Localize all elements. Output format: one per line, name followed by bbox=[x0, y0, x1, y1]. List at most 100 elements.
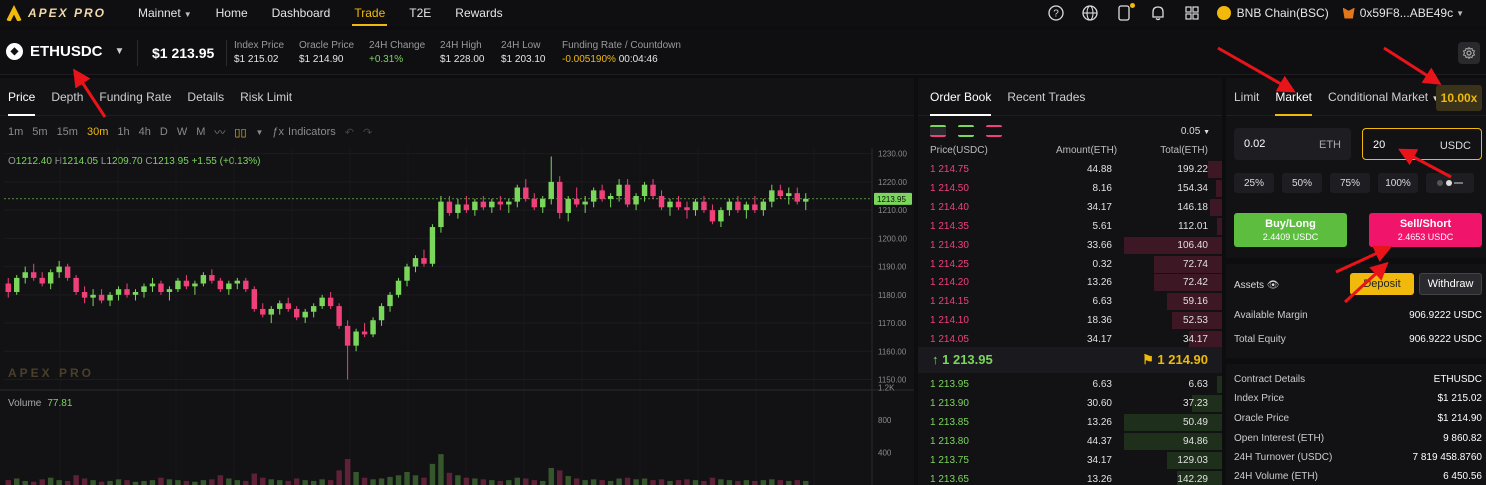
orderbook-both-icon[interactable] bbox=[930, 125, 946, 137]
ask-row[interactable]: 1 214.50 8.16 154.34 bbox=[918, 179, 1222, 198]
percent-100-button[interactable]: 100% bbox=[1378, 173, 1418, 193]
indicators-icon[interactable]: ƒx bbox=[272, 126, 285, 138]
tab-funding-rate[interactable]: Funding Rate bbox=[99, 89, 172, 104]
tab-market[interactable]: Market bbox=[1267, 78, 1320, 116]
bid-row[interactable]: 1 213.80 44.37 94.86 bbox=[918, 432, 1222, 451]
interval-w[interactable]: W bbox=[176, 126, 188, 138]
nav-item-dashboard[interactable]: Dashboard bbox=[260, 0, 343, 26]
depth-bar bbox=[1124, 413, 1222, 431]
indicators-button[interactable]: Indicators bbox=[288, 126, 336, 138]
nav-item-t2e[interactable]: T2E bbox=[397, 0, 443, 26]
orderbook-asks-icon[interactable] bbox=[986, 125, 1002, 137]
candle-body bbox=[692, 201, 699, 211]
wallet-address-button[interactable]: 0x59F8...ABE49c ▼ bbox=[1342, 6, 1464, 20]
stat-label: 24H Change bbox=[369, 40, 426, 51]
tab-conditional-market[interactable]: Conditional Market ▼ bbox=[1320, 78, 1447, 116]
bid-row[interactable]: 1 213.75 34.17 129.03 bbox=[918, 451, 1222, 470]
nav-mainnet-dropdown[interactable]: Mainnet ▼ bbox=[126, 0, 204, 26]
stat-oracle-price: Oracle Price $1 214.90 bbox=[299, 40, 354, 65]
price-step-select[interactable]: 0.05 ▼ bbox=[1181, 126, 1210, 137]
ask-row[interactable]: 1 214.25 0.32 72.74 bbox=[918, 255, 1222, 274]
row-total: 37.23 bbox=[1182, 397, 1208, 409]
bid-row[interactable]: 1 213.85 13.26 50.49 bbox=[918, 413, 1222, 432]
line-chart-icon[interactable]: 〰 bbox=[214, 127, 226, 139]
bid-row[interactable]: 1 213.65 13.26 142.29 bbox=[918, 470, 1222, 485]
tab-order-book[interactable]: Order Book bbox=[922, 78, 999, 116]
interval-m[interactable]: M bbox=[196, 126, 206, 138]
candlestick-chart[interactable]: 1230.00 1220.00 1210.00 1200.00 1190.00 1180.… bbox=[0, 148, 914, 485]
chevron-down-icon[interactable]: ▼ bbox=[255, 127, 264, 137]
percent-25-button[interactable]: 25% bbox=[1234, 173, 1274, 193]
candle-body bbox=[285, 303, 291, 309]
nav-item-trade[interactable]: Trade bbox=[342, 0, 397, 26]
candle-body bbox=[404, 266, 410, 281]
tab-limit[interactable]: Limit bbox=[1234, 89, 1260, 104]
ask-row[interactable]: 1 214.20 13.26 72.42 bbox=[918, 273, 1222, 292]
sell-short-button[interactable]: Sell/Short 2.4653 USDC bbox=[1369, 213, 1482, 247]
quantity-eth-input[interactable]: 0.02 ETH bbox=[1234, 128, 1351, 160]
ask-row[interactable]: 1 214.30 33.66 106.40 bbox=[918, 236, 1222, 255]
deposit-button[interactable]: Deposit bbox=[1350, 273, 1414, 295]
tab-price[interactable]: Price bbox=[0, 78, 43, 116]
ask-row[interactable]: 1 214.05 34.17 34.17 bbox=[918, 330, 1222, 349]
apps-grid-icon[interactable] bbox=[1184, 5, 1200, 21]
y-tick-label: 1150.00 bbox=[878, 376, 907, 385]
buy-long-button[interactable]: Buy/Long 2.4409 USDC bbox=[1234, 213, 1347, 247]
ask-row[interactable]: 1 214.15 6.63 59.16 bbox=[918, 292, 1222, 311]
undo-icon[interactable]: ↶ bbox=[344, 126, 354, 139]
apex-pro-logo[interactable]: APEX PRO bbox=[6, 5, 126, 21]
row-total: 146.18 bbox=[1177, 201, 1208, 213]
percent-50-button[interactable]: 50% bbox=[1282, 173, 1322, 193]
slider-toggle-icon[interactable] bbox=[1426, 173, 1474, 193]
candlestick-icon[interactable]: ▯▯ bbox=[234, 126, 247, 139]
ask-row[interactable]: 1 214.40 34.17 146.18 bbox=[918, 198, 1222, 217]
eye-icon[interactable]: 👁 bbox=[1266, 280, 1280, 291]
mobile-app-icon[interactable] bbox=[1116, 3, 1135, 21]
chain-selector[interactable]: BNB Chain(BSC) bbox=[1216, 6, 1329, 20]
ask-row[interactable]: 1 214.35 5.61 112.01 bbox=[918, 217, 1222, 236]
interval-d[interactable]: D bbox=[159, 126, 168, 138]
candle-body bbox=[260, 308, 266, 315]
amount-usdc-input[interactable]: 20 USDC bbox=[1362, 128, 1482, 160]
nav-item-home[interactable]: Home bbox=[204, 0, 260, 26]
globe-icon[interactable] bbox=[1082, 5, 1098, 21]
candle-body bbox=[489, 201, 495, 208]
interval-1m[interactable]: 1m bbox=[8, 126, 24, 138]
percent-75-button[interactable]: 75% bbox=[1330, 173, 1370, 193]
redo-icon[interactable]: ↷ bbox=[362, 126, 373, 139]
row-total: 129.03 bbox=[1177, 454, 1208, 466]
candle-body bbox=[582, 201, 588, 205]
volume-bar bbox=[90, 480, 96, 485]
withdraw-button[interactable]: Withdraw bbox=[1419, 273, 1482, 295]
row-amount: 34.17 bbox=[1086, 334, 1112, 346]
tab-risk-limit[interactable]: Risk Limit bbox=[240, 89, 293, 104]
candle-body bbox=[14, 277, 20, 292]
interval-4h[interactable]: 4h bbox=[138, 126, 151, 138]
help-icon[interactable]: ? bbox=[1048, 5, 1064, 21]
interval-15m[interactable]: 15m bbox=[56, 126, 78, 138]
bid-row[interactable]: 1 213.95 6.63 6.63 bbox=[918, 375, 1222, 394]
tab-depth[interactable]: Depth bbox=[51, 89, 84, 104]
bell-icon[interactable] bbox=[1150, 5, 1166, 21]
volume-bar bbox=[226, 478, 232, 485]
candle-body bbox=[650, 184, 656, 196]
stat-value: +0.31% bbox=[369, 54, 404, 65]
candle-body bbox=[73, 277, 79, 292]
interval-5m[interactable]: 5m bbox=[32, 126, 48, 138]
volume-bar bbox=[234, 480, 241, 485]
nav-item-rewards[interactable]: Rewards bbox=[443, 0, 514, 26]
tab-details[interactable]: Details bbox=[187, 89, 225, 104]
interval-1h[interactable]: 1h bbox=[117, 126, 130, 138]
volume-bar bbox=[285, 480, 291, 485]
tab-recent-trades[interactable]: Recent Trades bbox=[1007, 89, 1086, 104]
stat-label: Funding Rate / Countdown bbox=[562, 40, 681, 51]
leverage-button[interactable]: 10.00x bbox=[1436, 85, 1482, 111]
settings-button[interactable] bbox=[1458, 42, 1480, 64]
bid-row[interactable]: 1 213.90 30.60 37.23 bbox=[918, 394, 1222, 413]
ask-row[interactable]: 1 214.10 18.36 52.53 bbox=[918, 311, 1222, 330]
orderbook-bids-icon[interactable] bbox=[958, 125, 974, 137]
chevron-down-icon: ▼ bbox=[1203, 128, 1210, 136]
ask-row[interactable]: 1 214.75 44.88 199.22 bbox=[918, 160, 1222, 179]
symbol-selector[interactable]: ◆ ETHUSDC ▼ bbox=[6, 43, 124, 60]
interval-30m[interactable]: 30m bbox=[86, 126, 109, 138]
